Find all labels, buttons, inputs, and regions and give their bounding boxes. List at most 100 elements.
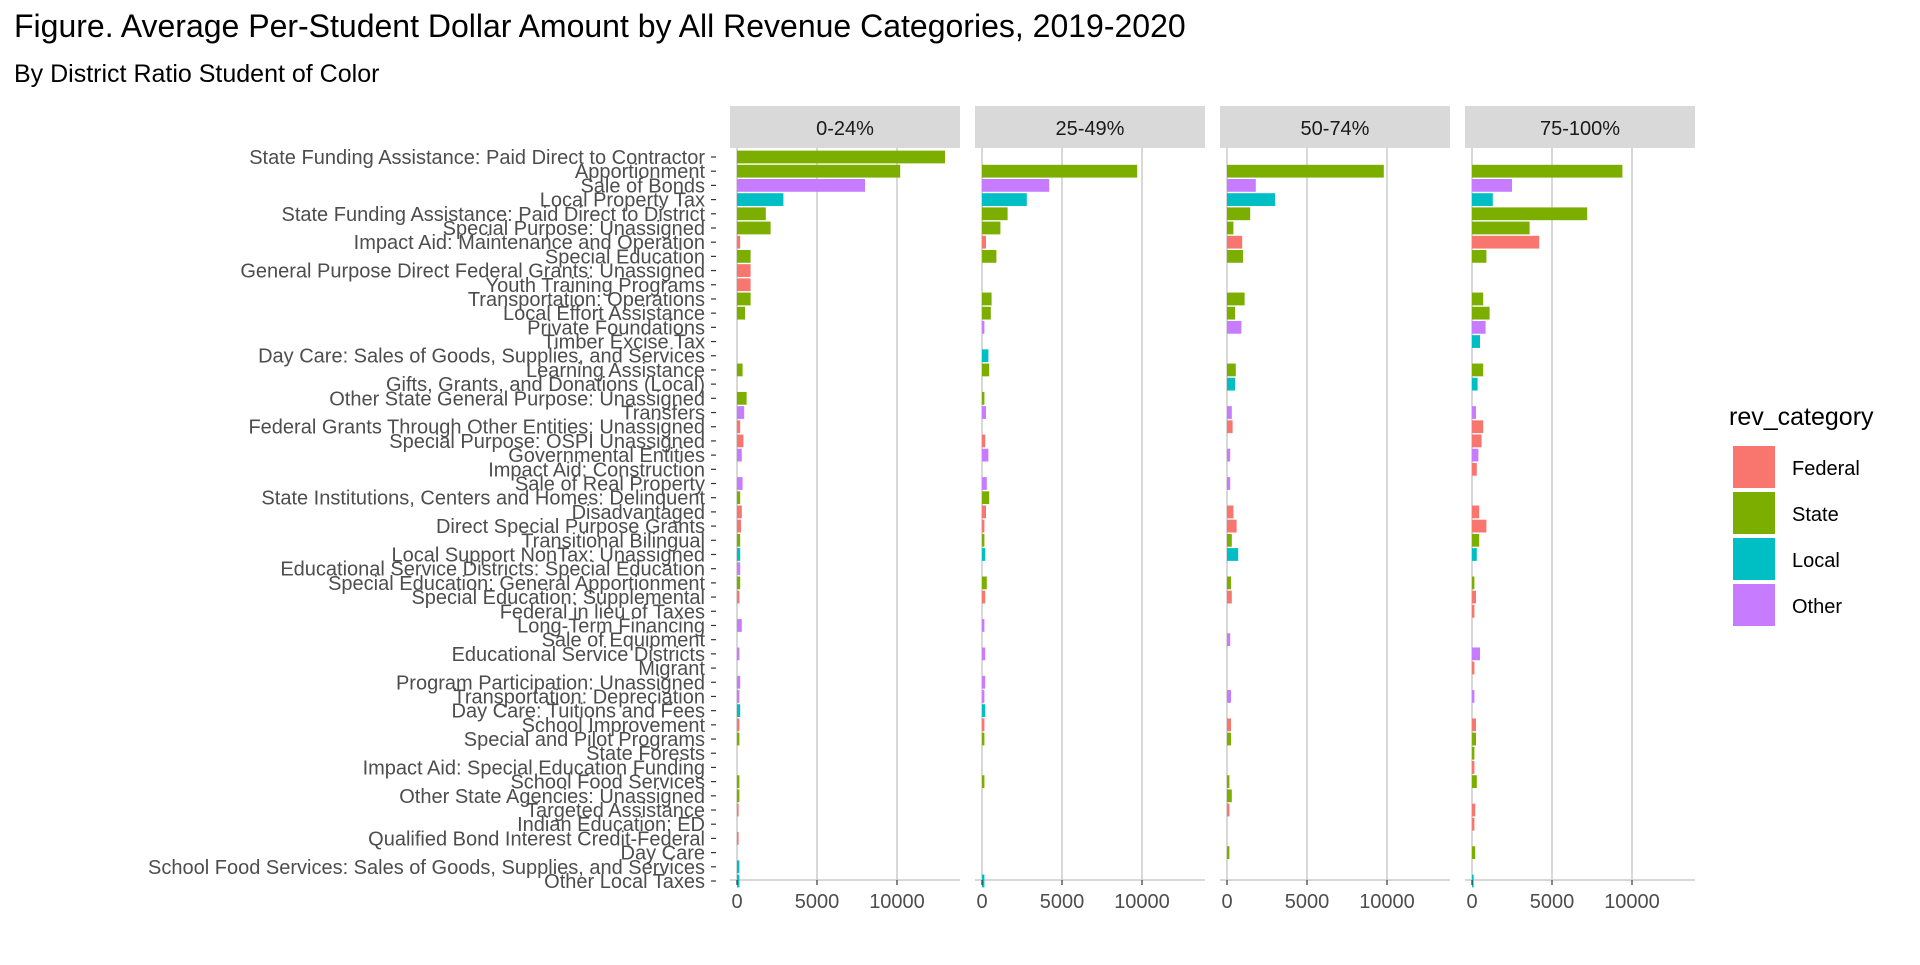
bar	[1472, 249, 1487, 263]
facet-strip	[1465, 106, 1695, 148]
bar	[1472, 817, 1475, 831]
y-tick-label: School Food Services: Sales of Goods, Su…	[148, 857, 705, 879]
bar	[1472, 179, 1512, 192]
bar	[982, 349, 989, 363]
bar	[737, 718, 740, 732]
bar	[1227, 576, 1231, 590]
bar	[737, 647, 740, 661]
y-tick-label: General Purpose Direct Federal Grants: U…	[240, 261, 705, 283]
y-tick-label: State Funding Assistance: Paid Direct to…	[249, 147, 705, 169]
bar	[982, 690, 985, 703]
y-tick-label: Special Purpose: OSPI Unassigned	[389, 431, 705, 453]
y-tick-label: Other State General Purpose: Unassigned	[329, 388, 705, 410]
bar	[982, 448, 989, 462]
y-tick-label: Transitional Bilingual	[521, 530, 705, 552]
bar	[1472, 846, 1476, 859]
x-tick-label: 10000	[1359, 891, 1415, 913]
bar	[982, 675, 986, 689]
bar	[982, 619, 985, 632]
bar	[1472, 590, 1476, 604]
bar	[1472, 207, 1588, 221]
bar	[1472, 647, 1480, 661]
bar	[1472, 505, 1480, 519]
bar	[1227, 292, 1245, 306]
x-tick-label: 5000	[1040, 891, 1085, 913]
y-tick-label: Indian Education: ED	[517, 814, 705, 836]
bar	[737, 477, 743, 490]
bar	[982, 434, 986, 448]
bar	[982, 491, 990, 505]
bar	[737, 803, 739, 817]
y-tick-label: State Forests	[586, 743, 705, 765]
y-tick-label: Transportation: Operations	[468, 289, 705, 311]
bar	[1472, 292, 1484, 306]
bar	[982, 548, 986, 561]
y-tick-label: Local Effort Assistance	[503, 303, 705, 325]
bar	[1472, 235, 1540, 249]
bar	[1227, 548, 1239, 561]
bar	[1472, 164, 1623, 178]
facet-strip	[730, 106, 960, 148]
bar	[1472, 363, 1484, 377]
bar	[1472, 604, 1475, 618]
bar	[737, 164, 901, 178]
bar	[982, 249, 997, 263]
bar	[1472, 690, 1475, 703]
bar	[1227, 363, 1236, 377]
y-tick-label: Educational Service Districts: Special E…	[280, 559, 705, 581]
bar	[982, 732, 985, 746]
bar	[737, 235, 741, 249]
facet-strip	[1220, 106, 1450, 148]
y-tick-label: Sale of Bonds	[580, 175, 705, 197]
y-tick-label: Learning Assistance	[526, 360, 705, 382]
bar	[1472, 420, 1484, 434]
bar	[737, 278, 751, 292]
x-tick-label: 5000	[795, 891, 840, 913]
bar	[737, 207, 766, 221]
y-tick-label: Local Property Tax	[540, 190, 705, 212]
bar	[1227, 207, 1251, 221]
bar	[982, 477, 987, 490]
facet-strip	[975, 106, 1205, 148]
bar	[1227, 306, 1235, 320]
bar	[737, 562, 741, 576]
chart-subtitle: By District Ratio Student of Color	[14, 60, 379, 88]
y-tick-label: Local Support NonTax: Unassigned	[391, 544, 705, 566]
y-tick-label: Disadvantaged	[572, 502, 705, 524]
bar	[1227, 320, 1242, 334]
bar	[1472, 732, 1476, 746]
bar	[1472, 519, 1487, 533]
x-tick-label: 10000	[1604, 891, 1660, 913]
bar	[1472, 320, 1486, 334]
y-tick-label: Other State Agencies: Unassigned	[399, 786, 705, 808]
bar	[737, 448, 742, 462]
bar	[737, 789, 740, 803]
bar	[982, 320, 985, 334]
y-tick-label: Governmental Entities	[508, 445, 705, 467]
bar	[737, 775, 740, 789]
bar	[737, 406, 745, 419]
bar	[1472, 576, 1475, 590]
bar	[982, 406, 986, 419]
y-tick-label: Targeted Assistance	[526, 800, 705, 822]
bar	[737, 590, 740, 604]
facet-strip-label: 75-100%	[1540, 118, 1620, 140]
bar	[1472, 193, 1493, 206]
bar	[1472, 775, 1477, 789]
y-tick-label: Federal Grants Through Other Entities: U…	[248, 417, 705, 439]
bar	[1227, 732, 1231, 746]
bar	[1227, 249, 1243, 263]
bar	[1472, 803, 1476, 817]
facet-strip-label: 50-74%	[1301, 118, 1370, 140]
x-tick-label: 10000	[1114, 891, 1170, 913]
x-tick-label: 0	[1466, 891, 1477, 913]
y-tick-label: Day Care	[621, 843, 705, 865]
bar	[982, 704, 986, 718]
bar	[737, 533, 741, 547]
bar	[982, 775, 985, 789]
y-tick-label: Private Foundations	[527, 317, 705, 339]
facet-panel: 50-74% 0 5000 10000	[1220, 106, 1450, 913]
y-tick-label: Day Care: Tuitions and Fees	[452, 701, 705, 723]
